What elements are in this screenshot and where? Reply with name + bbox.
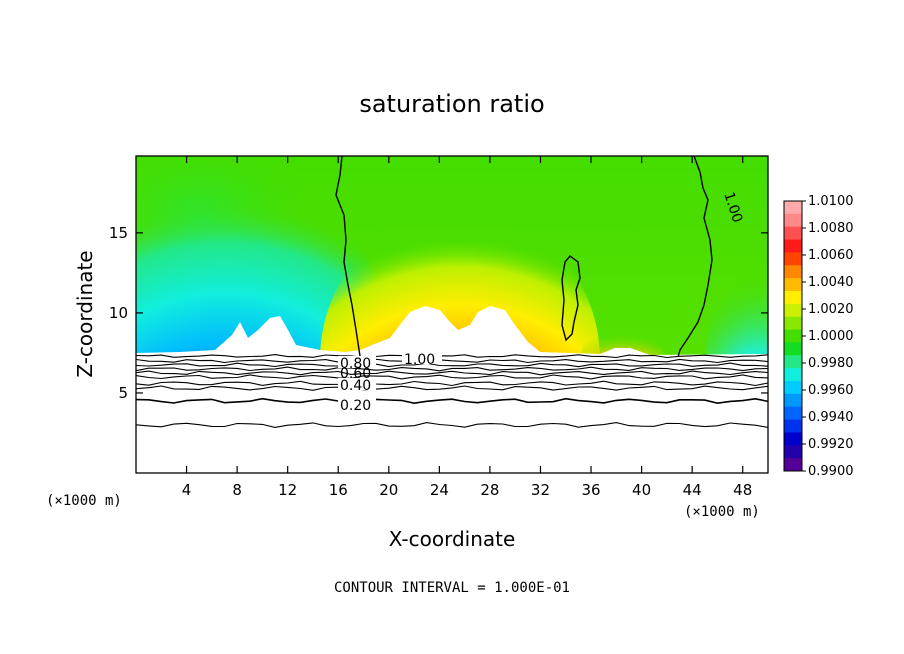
contour-unity-left xyxy=(335,156,361,357)
colorbar-swatch xyxy=(784,458,802,472)
colorbar-swatch xyxy=(784,213,802,228)
colorbar-swatch xyxy=(784,329,802,343)
colorbar-swatch xyxy=(784,291,802,305)
colorbar-swatch xyxy=(784,303,802,318)
colorbar-swatch xyxy=(784,342,802,356)
y-axis-label: Z-coordinate xyxy=(73,250,97,377)
colorbar-swatch xyxy=(784,252,802,266)
colorbar-label: 0.9900 xyxy=(808,464,854,479)
x-tick-label: 20 xyxy=(379,481,398,499)
contour-line xyxy=(136,358,768,364)
x-tick-label: 40 xyxy=(632,481,651,499)
contour-label-100-low: 1.00 xyxy=(404,352,435,368)
x-axis-label: X-coordinate xyxy=(389,527,516,551)
contour-unity-island xyxy=(561,255,581,342)
chart-title: saturation ratio xyxy=(359,90,544,118)
contour-label-080: 0.80 xyxy=(340,356,371,372)
colorbar-swatch xyxy=(784,278,802,292)
x-axis-ticks: 4 8 12 16 20 24 28 32 36 40 44 48 xyxy=(182,156,752,499)
colorbar-swatch xyxy=(784,226,802,241)
colorbar-swatch xyxy=(784,201,802,215)
x-tick-label: 48 xyxy=(733,481,752,499)
colorbar-swatch xyxy=(784,265,802,279)
contour-label-020: 0.20 xyxy=(340,398,371,414)
contour-line xyxy=(136,397,768,405)
colorbar: 1.0100 1.0080 1.0060 1.0040 1.0020 1.0000 0.99… xyxy=(783,194,854,479)
y-axis-ticks: 5 10 15 xyxy=(109,224,768,402)
contour-line xyxy=(136,366,768,372)
x-axis-unit: (×1000 m) xyxy=(684,504,760,520)
contour-line xyxy=(136,362,768,368)
colorbar-label: 1.0080 xyxy=(808,221,854,236)
colorbar-label: 0.9980 xyxy=(808,356,854,371)
colorbar-label: 0.9920 xyxy=(808,437,854,452)
colorbar-swatch xyxy=(784,368,802,382)
contour-unity xyxy=(335,156,713,358)
plot-frame xyxy=(135,155,769,474)
colorbar-swatch xyxy=(784,393,802,408)
colorbar-label: 1.0040 xyxy=(808,275,854,290)
x-tick-label: 44 xyxy=(683,481,702,499)
contour-line xyxy=(136,354,768,359)
x-tick-label: 12 xyxy=(278,481,297,499)
lower-blank-region xyxy=(136,306,768,473)
colorbar-label: 1.0060 xyxy=(808,248,854,263)
y-tick-label: 10 xyxy=(109,304,128,322)
contour-labels: 0.80 0.60 0.40 0.20 1.00 1.00 xyxy=(338,190,745,414)
contour-line xyxy=(136,370,768,376)
y-tick-label: 5 xyxy=(118,384,128,402)
colorbar-swatch xyxy=(784,316,802,331)
x-tick-label: 24 xyxy=(430,481,449,499)
contour-interval-note: CONTOUR INTERVAL = 1.000E-01 xyxy=(334,580,570,596)
contour-line xyxy=(136,385,768,391)
colorbar-swatch xyxy=(784,432,802,446)
contour-lines xyxy=(136,354,768,428)
contour-label-040: 0.40 xyxy=(340,378,371,394)
y-axis-unit: (×1000 m) xyxy=(46,493,122,509)
colorbar-swatch xyxy=(784,239,802,253)
colorbar-label: 0.9940 xyxy=(808,410,854,425)
colorbar-swatch xyxy=(784,419,802,433)
plot-area xyxy=(136,156,768,473)
contour-line xyxy=(136,422,768,428)
x-tick-label: 4 xyxy=(182,481,192,499)
colorbar-swatch xyxy=(784,406,802,421)
colorbar-swatch xyxy=(784,381,802,395)
contour-unity-right xyxy=(677,156,713,358)
x-tick-label: 16 xyxy=(329,481,348,499)
contour-line xyxy=(136,380,768,387)
x-tick-label: 36 xyxy=(581,481,600,499)
x-tick-label: 8 xyxy=(232,481,242,499)
contour-line xyxy=(136,374,768,380)
x-tick-label: 32 xyxy=(531,481,550,499)
y-tick-label: 15 xyxy=(109,224,128,242)
colorbar-label: 1.0000 xyxy=(808,329,854,344)
colorbar-swatch xyxy=(784,355,802,369)
colorbar-label: 1.0020 xyxy=(808,302,854,317)
colorbar-label: 1.0100 xyxy=(808,194,854,209)
colorbar-label: 0.9960 xyxy=(808,383,854,398)
x-tick-label: 28 xyxy=(480,481,499,499)
colorbar-swatch xyxy=(784,445,802,459)
